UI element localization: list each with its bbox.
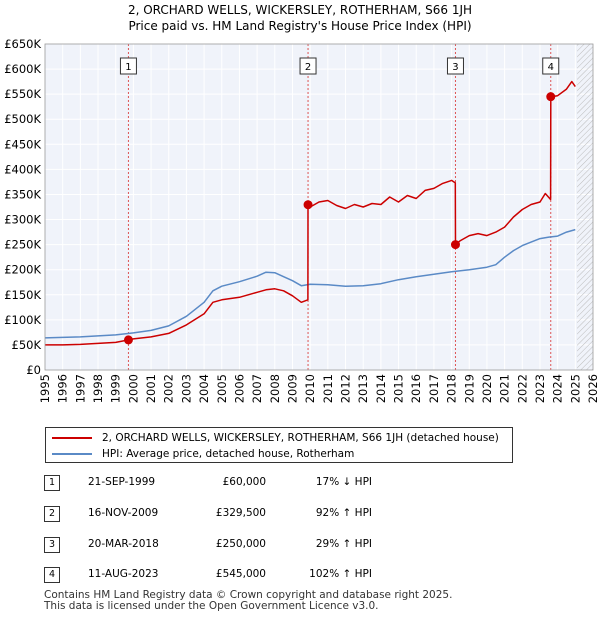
transaction-number: 3 — [44, 537, 60, 553]
legend: 2, ORCHARD WELLS, WICKERSLEY, ROTHERHAM,… — [45, 427, 513, 463]
footer-copyright: Contains HM Land Registry data © Crown c… — [44, 589, 453, 601]
x-tick-label: 2000 — [126, 374, 140, 403]
footer-licence: This data is licensed under the Open Gov… — [44, 600, 379, 612]
x-tick-label: 2026 — [586, 374, 600, 403]
sale-number-label: 4 — [548, 62, 554, 73]
x-tick-label: 2005 — [215, 374, 229, 403]
x-tick-label: 2012 — [339, 374, 353, 403]
x-tick-label: 2004 — [197, 374, 211, 403]
x-tick-label: 1998 — [91, 374, 105, 403]
sale-point — [123, 335, 133, 345]
x-tick-label: 1999 — [109, 374, 123, 403]
y-tick-label: £100K — [4, 313, 41, 327]
y-tick-label: £250K — [4, 238, 41, 252]
plot-area — [45, 44, 593, 370]
y-tick-label: £400K — [4, 162, 41, 176]
legend-label-hpi: HPI: Average price, detached house, Roth… — [102, 448, 355, 460]
legend-swatch-hpi — [52, 453, 92, 455]
x-tick-label: 2015 — [392, 374, 406, 403]
transaction-number: 4 — [44, 567, 60, 583]
x-tick-label: 2002 — [162, 374, 176, 403]
x-tick-label: 2009 — [285, 374, 299, 403]
transaction-price: £60,000 — [222, 476, 266, 488]
sale-number-box — [542, 57, 560, 75]
x-tick-label: 2019 — [462, 374, 476, 403]
chart-subtitle: Price paid vs. HM Land Registry's House … — [128, 19, 471, 33]
sale-number-label: 2 — [305, 62, 311, 73]
sale-number-box — [446, 57, 464, 75]
x-tick-label: 2023 — [533, 374, 547, 403]
x-tick-label: 2001 — [144, 374, 158, 403]
x-tick-label: 2006 — [232, 374, 246, 403]
legend-item-hpi: HPI: Average price, detached house, Roth… — [52, 447, 354, 461]
x-tick-label: 2008 — [268, 374, 282, 403]
y-tick-label: £350K — [4, 187, 41, 201]
transaction-price: £545,000 — [215, 568, 266, 580]
x-tick-label: 2013 — [356, 374, 370, 403]
transaction-date: 21-SEP-1999 — [88, 476, 156, 488]
x-tick-label: 2018 — [445, 374, 459, 403]
transaction-price: £329,500 — [215, 507, 266, 519]
chart-title: 2, ORCHARD WELLS, WICKERSLEY, ROTHERHAM,… — [128, 3, 472, 17]
legend-swatch-property — [52, 437, 92, 439]
y-tick-label: £50K — [12, 338, 42, 352]
x-tick-label: 2022 — [515, 374, 529, 403]
transaction-price: £250,000 — [215, 538, 266, 550]
sale-number-box — [119, 57, 137, 75]
x-tick-label: 2021 — [498, 374, 512, 403]
transaction-date: 16-NOV-2009 — [88, 507, 159, 519]
x-tick-label: 2024 — [551, 374, 565, 403]
sale-point — [546, 92, 556, 102]
property-price-line — [45, 80, 576, 346]
transaction-hpi-change: 102% ↑ HPI — [309, 568, 372, 580]
transaction-date: 11-AUG-2023 — [88, 568, 159, 580]
legend-label-property: 2, ORCHARD WELLS, WICKERSLEY, ROTHERHAM,… — [102, 432, 499, 444]
price-chart: 2, ORCHARD WELLS, WICKERSLEY, ROTHERHAM,… — [4, 3, 600, 403]
transaction-number: 2 — [44, 506, 60, 522]
transaction-date: 20-MAR-2018 — [88, 538, 159, 550]
x-tick-label: 2020 — [480, 374, 494, 403]
sale-point — [450, 240, 460, 250]
y-tick-label: £500K — [4, 112, 41, 126]
y-tick-label: £200K — [4, 263, 41, 277]
y-tick-label: £150K — [4, 288, 41, 302]
x-tick-label: 2007 — [250, 374, 264, 403]
x-tick-label: 1996 — [56, 374, 70, 403]
footer: Contains HM Land Registry data © Crown c… — [44, 590, 452, 612]
y-tick-label: £300K — [4, 213, 41, 227]
x-tick-label: 1997 — [73, 374, 87, 403]
y-tick-label: £0 — [26, 363, 41, 377]
y-tick-label: £650K — [4, 37, 41, 51]
x-tick-label: 2010 — [303, 374, 317, 403]
sale-point — [303, 200, 313, 210]
x-tick-label: 1995 — [38, 374, 52, 403]
forecast-hatch — [577, 44, 593, 370]
transaction-hpi-change: 17% ↓ HPI — [315, 476, 372, 488]
y-tick-label: £600K — [4, 62, 41, 76]
x-tick-label: 2016 — [409, 374, 423, 403]
transaction-hpi-change: 92% ↑ HPI — [315, 507, 372, 519]
x-tick-label: 2011 — [321, 374, 335, 403]
sale-number-label: 3 — [452, 62, 458, 73]
sale-number-box — [299, 57, 317, 75]
transaction-hpi-change: 29% ↑ HPI — [315, 538, 372, 550]
x-tick-label: 2017 — [427, 374, 441, 403]
y-tick-label: £450K — [4, 137, 41, 151]
plot-border — [44, 43, 594, 371]
legend-item-property: 2, ORCHARD WELLS, WICKERSLEY, ROTHERHAM,… — [52, 431, 499, 445]
sale-number-label: 1 — [125, 62, 131, 73]
x-tick-label: 2025 — [568, 374, 582, 403]
x-tick-label: 2003 — [179, 374, 193, 403]
transaction-number: 1 — [44, 475, 60, 491]
hpi-line — [44, 228, 576, 339]
y-tick-label: £550K — [4, 87, 41, 101]
x-tick-label: 2014 — [374, 374, 388, 403]
